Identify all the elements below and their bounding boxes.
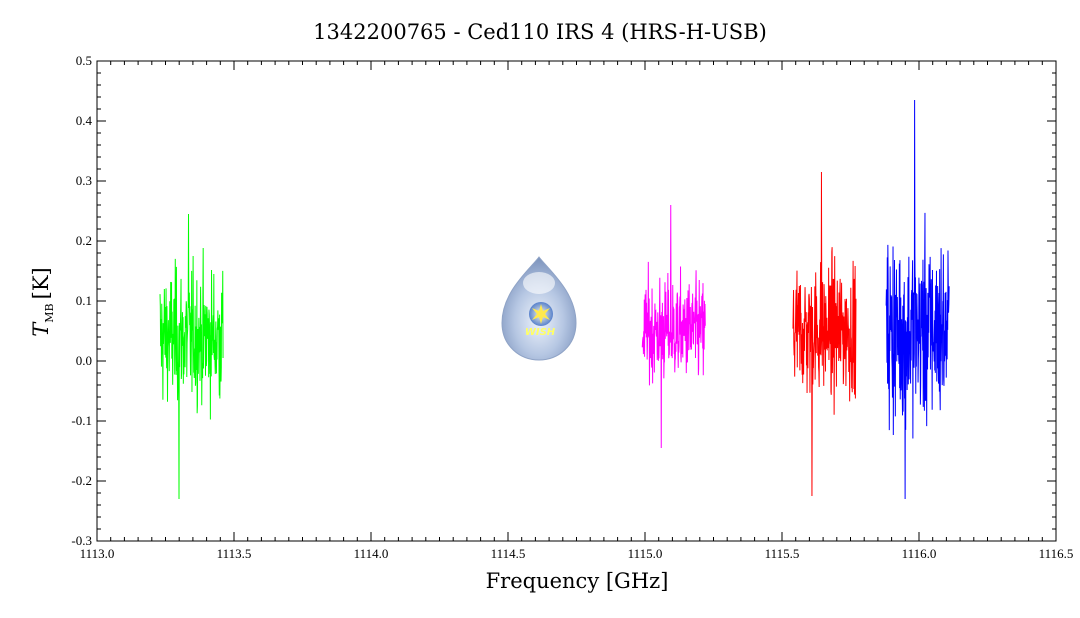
spectrum-series-2 bbox=[641, 204, 706, 449]
y-axis-label-unit: [K] bbox=[29, 267, 53, 299]
x-axis-label: Frequency [GHz] bbox=[486, 569, 669, 593]
y-tick-label: 0.0 bbox=[76, 353, 92, 368]
x-tick-label: 1114.5 bbox=[491, 546, 526, 561]
x-tick-label: 1115.0 bbox=[628, 546, 663, 561]
x-tick-label: 1116.5 bbox=[1039, 546, 1074, 561]
x-tick-label: 1113.0 bbox=[80, 546, 115, 561]
y-tick-label: 0.5 bbox=[76, 53, 92, 68]
y-tick-label: 0.2 bbox=[76, 233, 92, 248]
ticks-layer: 1113.0 1113.5 1114.0 1114.5 1115.0 1115.5 1116… bbox=[71, 53, 1073, 561]
drop-highlight bbox=[523, 272, 555, 294]
y-tick-label: 0.1 bbox=[76, 293, 92, 308]
y-tick-label: -0.2 bbox=[71, 473, 92, 488]
svg-text:TMB[K]: TMB [K] bbox=[29, 267, 56, 336]
star-icon bbox=[532, 304, 550, 324]
spectrum-series-4 bbox=[885, 99, 950, 500]
y-tick-label: 0.3 bbox=[76, 173, 92, 188]
y-tick-label: -0.3 bbox=[71, 533, 92, 548]
wish-logo: WISH bbox=[501, 256, 577, 361]
y-axis-label-main: T bbox=[29, 321, 53, 337]
y-tick-label: 0.4 bbox=[76, 113, 93, 128]
x-tick-label: 1113.5 bbox=[217, 546, 252, 561]
spectrum-series-1 bbox=[159, 213, 224, 500]
y-axis-label: TMB [K] bbox=[29, 267, 56, 336]
x-tick-label: 1114.0 bbox=[354, 546, 389, 561]
x-tick-label: 1116.0 bbox=[902, 546, 937, 561]
y-axis-label-sub: MB bbox=[43, 303, 56, 322]
chart-title: 1342200765 - Ced110 IRS 4 (HRS-H-USB) bbox=[313, 20, 767, 44]
y-tick-label: -0.1 bbox=[71, 413, 92, 428]
series-layer bbox=[159, 99, 950, 500]
logo-text: WISH bbox=[525, 327, 556, 338]
x-tick-label: 1115.5 bbox=[765, 546, 800, 561]
spectrum-series-3 bbox=[792, 171, 857, 497]
